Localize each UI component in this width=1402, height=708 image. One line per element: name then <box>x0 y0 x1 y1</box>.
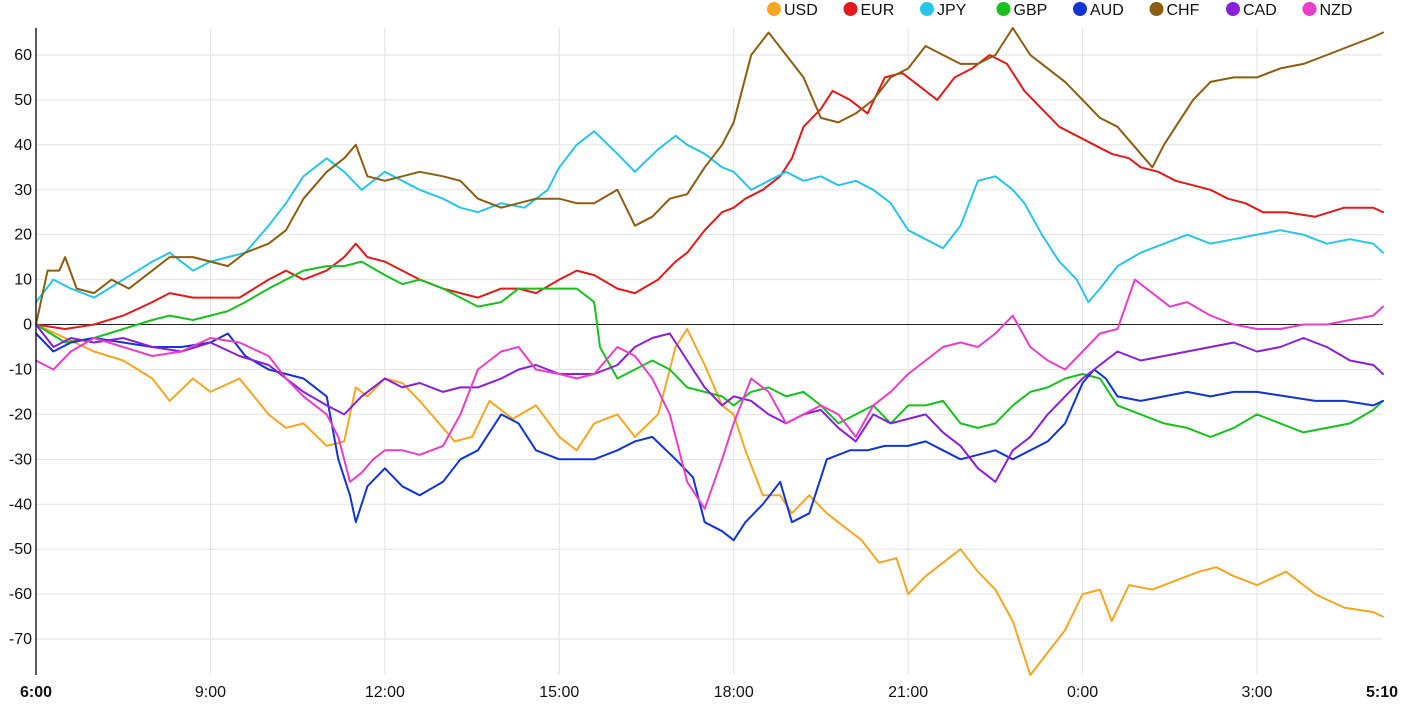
y-tick-label: 20 <box>14 227 32 244</box>
x-tick-label: 6:00 <box>20 684 52 701</box>
series-line-nzd <box>35 278 1384 510</box>
legend-label-eur: EUR <box>861 2 895 19</box>
legend: USD EUR JPY GBP AUD CHF CAD NZD <box>767 2 1352 19</box>
y-tick-label: 0 <box>23 317 32 334</box>
y-tick-label: -20 <box>9 406 32 423</box>
y-tick-label: -40 <box>9 496 32 513</box>
series-line-cad <box>35 323 1384 483</box>
series-layer <box>35 27 1384 676</box>
legend-label-usd: USD <box>784 2 818 19</box>
legend-label-chf: CHF <box>1167 2 1200 19</box>
x-tick-label: 21:00 <box>888 684 928 701</box>
y-tick-label: 40 <box>14 137 32 154</box>
y-tick-label: 10 <box>14 272 32 289</box>
series-line-gbp <box>35 260 1384 438</box>
y-tick-label: 30 <box>14 182 32 199</box>
legend-swatch-eur <box>843 2 858 16</box>
series-line-jpy <box>35 130 1384 304</box>
legend-swatch-aud <box>1073 2 1087 16</box>
legend-label-aud: AUD <box>1090 2 1124 19</box>
series-line-eur <box>35 54 1384 330</box>
x-tick-label: 9:00 <box>195 684 226 701</box>
y-tick-label: -10 <box>9 361 32 378</box>
x-tick-label: 15:00 <box>539 684 579 701</box>
x-tick-label: 0:00 <box>1067 684 1098 701</box>
legend-label-jpy: JPY <box>937 2 967 19</box>
series-line-chf <box>35 27 1384 326</box>
x-tick-label: 3:00 <box>1241 684 1272 701</box>
series-line-usd <box>35 323 1384 676</box>
y-tick-label: 60 <box>14 47 32 64</box>
legend-label-gbp: GBP <box>1014 2 1048 19</box>
x-tick-label: 18:00 <box>714 684 754 701</box>
y-tick-label: -50 <box>9 541 32 558</box>
series-line-aud <box>35 332 1384 542</box>
y-tick-label: -70 <box>9 631 32 648</box>
legend-swatch-nzd <box>1302 2 1317 16</box>
legend-swatch-chf <box>1149 2 1164 16</box>
legend-label-nzd: NZD <box>1320 2 1353 19</box>
y-tick-label: 50 <box>14 92 32 109</box>
legend-swatch-usd <box>767 2 781 16</box>
legend-label-cad: CAD <box>1243 2 1277 19</box>
grid-layer <box>36 28 1383 675</box>
y-tick-label: -30 <box>9 451 32 468</box>
x-tick-label: 12:00 <box>365 684 405 701</box>
y-tick-label: -60 <box>9 586 32 603</box>
x-tick-label: 5:10 <box>1366 684 1398 701</box>
legend-swatch-jpy <box>920 2 934 16</box>
legend-swatch-cad <box>1226 2 1240 16</box>
axis-layer: 60 50 40 30 20 10 0 -10 -20 -30 -40 -50 -60 -70 6:00 9:… <box>9 28 1398 701</box>
legend-swatch-gbp <box>996 2 1011 16</box>
